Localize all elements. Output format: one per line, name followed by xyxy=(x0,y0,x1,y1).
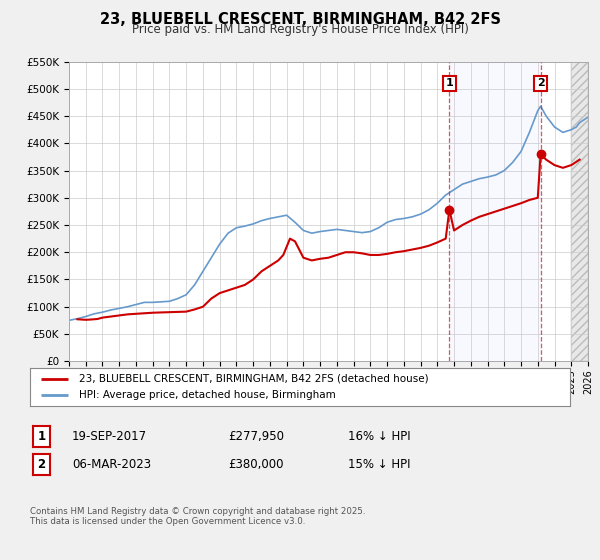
Text: 06-MAR-2023: 06-MAR-2023 xyxy=(72,458,151,471)
Text: £277,950: £277,950 xyxy=(228,430,284,443)
Text: £380,000: £380,000 xyxy=(228,458,284,471)
Text: 1: 1 xyxy=(37,430,46,443)
Text: 23, BLUEBELL CRESCENT, BIRMINGHAM, B42 2FS: 23, BLUEBELL CRESCENT, BIRMINGHAM, B42 2… xyxy=(100,12,500,27)
Bar xyxy=(571,62,588,361)
Bar xyxy=(449,62,541,361)
Text: 23, BLUEBELL CRESCENT, BIRMINGHAM, B42 2FS (detached house): 23, BLUEBELL CRESCENT, BIRMINGHAM, B42 2… xyxy=(79,374,428,384)
Text: 16% ↓ HPI: 16% ↓ HPI xyxy=(348,430,410,443)
Text: 15% ↓ HPI: 15% ↓ HPI xyxy=(348,458,410,471)
Text: 2: 2 xyxy=(37,458,46,471)
Text: Price paid vs. HM Land Registry's House Price Index (HPI): Price paid vs. HM Land Registry's House … xyxy=(131,23,469,36)
Text: 2: 2 xyxy=(537,78,544,88)
Text: Contains HM Land Registry data © Crown copyright and database right 2025.
This d: Contains HM Land Registry data © Crown c… xyxy=(30,507,365,526)
Text: 1: 1 xyxy=(446,78,453,88)
Text: HPI: Average price, detached house, Birmingham: HPI: Average price, detached house, Birm… xyxy=(79,390,335,400)
Text: 19-SEP-2017: 19-SEP-2017 xyxy=(72,430,147,443)
